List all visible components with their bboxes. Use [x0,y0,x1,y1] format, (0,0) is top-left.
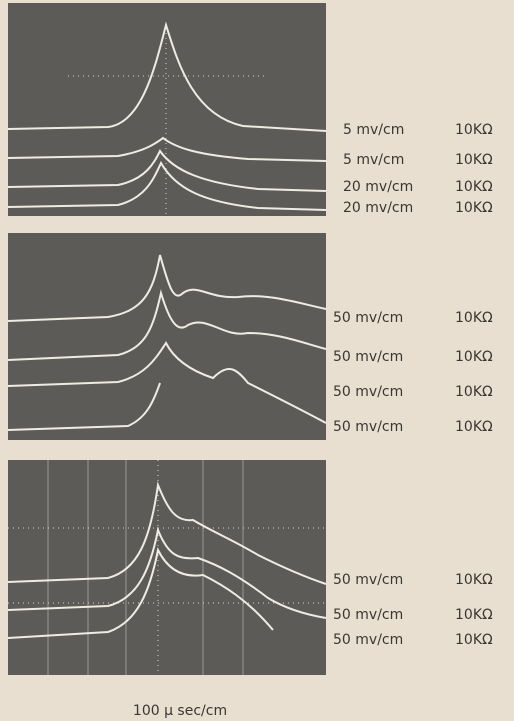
scale-label: 50 mv/cm [333,349,403,365]
scale-label: 50 mv/cm [333,419,403,435]
scope-panel [7,233,327,440]
resistance-label: 10KΩ [455,122,493,138]
scale-label: 50 mv/cm [333,572,403,588]
scale-label: 50 mv/cm [333,384,403,400]
scope-panel [7,460,327,675]
resistance-label: 10KΩ [455,200,493,216]
resistance-label: 10KΩ [455,179,493,195]
resistance-label: 10KΩ [455,384,493,400]
labels: 5 mv/cm 10KΩ 5 mv/cm 10KΩ 20 mv/cm 10KΩ 20 mv/… [333,122,493,648]
resistance-label: 10KΩ [455,632,493,648]
resistance-label: 10KΩ [455,419,493,435]
scope-panel [7,3,327,216]
scale-label: 5 mv/cm [343,152,404,168]
scale-label: 20 mv/cm [343,179,413,195]
resistance-label: 10KΩ [455,152,493,168]
scale-label: 20 mv/cm [343,200,413,216]
scale-label: 5 mv/cm [343,122,404,138]
resistance-label: 10KΩ [455,349,493,365]
caption: 100 μ sec/cm [133,703,227,719]
scale-label: 50 mv/cm [333,607,403,623]
scale-label: 50 mv/cm [333,632,403,648]
resistance-label: 10KΩ [455,310,493,326]
resistance-label: 10KΩ [455,572,493,588]
scale-label: 50 mv/cm [333,310,403,326]
resistance-label: 10KΩ [455,607,493,623]
